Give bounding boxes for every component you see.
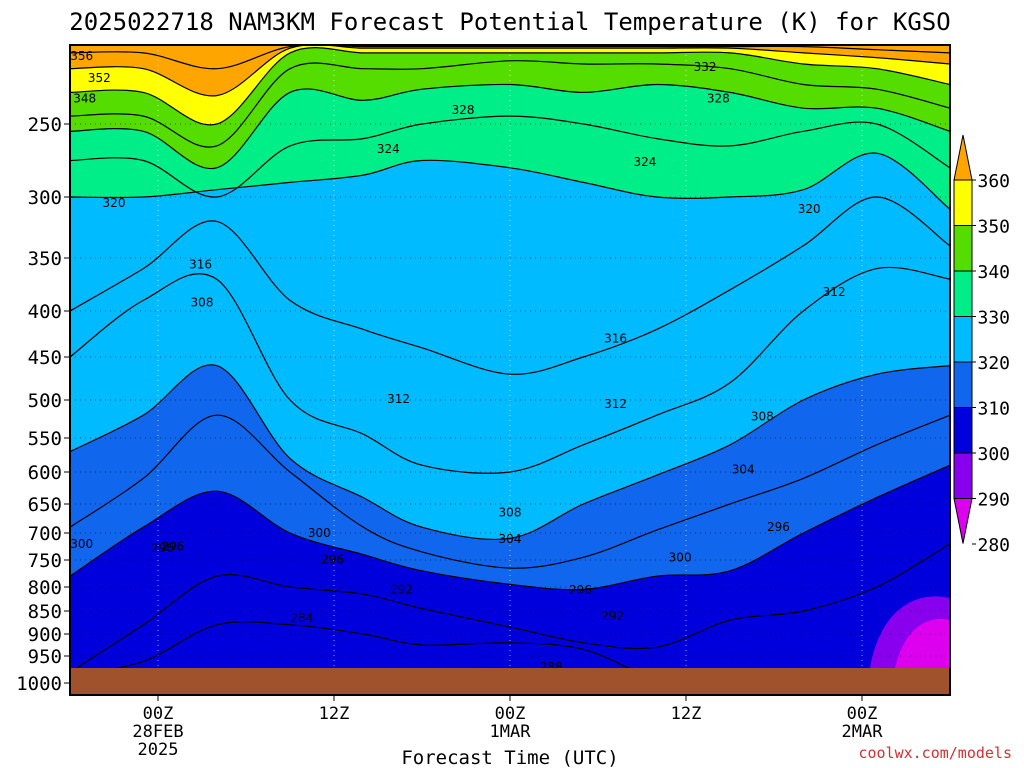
colorbar-label: 350 [977, 217, 1010, 238]
contour-308 [70, 364, 950, 540]
colorbar-label: 320 [977, 353, 1010, 374]
contour-label: 296 [767, 520, 790, 534]
contour-label: 316 [604, 332, 627, 346]
contour-332 [70, 60, 950, 148]
contour-label: 324 [633, 155, 656, 169]
colorbar-arrow-top [953, 134, 973, 181]
y-tick-label: 950 [28, 646, 62, 668]
contour-312 [70, 266, 950, 474]
colorbar-swatch [953, 270, 973, 317]
x-tick-label: 12Z [319, 704, 350, 724]
x-tick-label: 1MAR [490, 722, 532, 742]
contour-label: 312 [604, 397, 627, 411]
contour-label: 300 [669, 550, 692, 564]
contour-300 [70, 464, 950, 591]
y-tick-label: 300 [28, 187, 62, 209]
x-tick-label: 2025 [138, 740, 179, 760]
y-tick-label: 600 [28, 462, 62, 484]
y-tick-label: 800 [28, 577, 62, 599]
y-tick-label: 250 [28, 114, 62, 136]
chart-title: 2025022718 NAM3KM Forecast Potential Tem… [69, 8, 950, 36]
contour-label: 292 [601, 609, 624, 623]
contour-label: 324 [377, 142, 400, 156]
contour-356 [70, 45, 950, 70]
y-tick-label: 850 [28, 601, 62, 623]
y-axis: 2503003504004505005506006507007508008509… [16, 114, 70, 695]
colorbar-label: 280 [977, 535, 1010, 556]
contour-label: 348 [73, 92, 96, 106]
x-tick-label: 12Z [671, 704, 702, 724]
colorbar-swatch [953, 225, 973, 272]
colorbar-label: 290 [977, 490, 1010, 511]
contour-label: 304 [499, 532, 522, 546]
colorbar-arrow-bottom [953, 498, 973, 544]
y-tick-label: 500 [28, 390, 62, 412]
theta-fill-bands [70, 45, 950, 695]
plot-area: 356 352 348 332 328 328 324 324 320 320 316 316 312 3… [70, 45, 950, 695]
contour-324 [70, 115, 950, 198]
x-tick-label: 00Z [495, 704, 526, 724]
contour-label: 320 [798, 202, 821, 216]
contour-label: 296 [569, 583, 592, 597]
y-tick-label: 650 [28, 494, 62, 516]
colorbar-label: 340 [977, 262, 1010, 283]
x-tick-label: 00Z [143, 704, 174, 724]
colorbar-label: 360 [977, 171, 1010, 192]
colorbar-legend: 360 350 340 330 320 310 300 290 280 [953, 134, 1010, 556]
y-tick-label: 900 [28, 624, 62, 646]
y-tick-label: 550 [28, 428, 62, 450]
contour-296 [70, 543, 950, 673]
contour-label: 352 [88, 71, 111, 85]
colorbar-swatch [953, 179, 973, 226]
contour-label: 312 [823, 285, 846, 299]
contour-label: 292 [390, 582, 413, 596]
contour-label: 328 [452, 103, 475, 117]
contour-label: 332 [694, 60, 717, 74]
contour-label: 296 [151, 541, 174, 555]
contour-label: 300 [70, 537, 93, 551]
y-tick-label: 750 [28, 550, 62, 572]
contour-304 [70, 414, 950, 569]
contour-label: 304 [732, 462, 755, 476]
contour-348 [70, 45, 950, 97]
contour-316 [70, 196, 950, 375]
source-credit: coolwx.com/models [858, 744, 1012, 762]
colorbar-label: 300 [977, 444, 1010, 465]
contour-340 [70, 47, 950, 126]
colorbar-label: 310 [977, 399, 1010, 420]
contour-label: 316 [189, 257, 212, 271]
contour-label: 320 [103, 196, 126, 210]
contour-label: 356 [70, 49, 93, 63]
contour-320 [70, 152, 950, 210]
y-tick-label: 400 [28, 301, 62, 323]
x-tick-label: 00Z [847, 704, 878, 724]
colorbar-label: 330 [977, 308, 1010, 329]
ground-surface [70, 668, 950, 695]
y-tick-label: 700 [28, 523, 62, 545]
contour-label: 300 [308, 526, 331, 540]
y-tick-label: 450 [28, 347, 62, 369]
y-tick-label: 350 [28, 248, 62, 270]
contour-label: 296 [161, 540, 184, 554]
contour-label: 308 [499, 506, 522, 520]
contour-label: 308 [191, 296, 214, 310]
contour-328 [70, 83, 950, 170]
x-tick-label: 28FEB [132, 722, 183, 742]
colorbar-swatch [953, 361, 973, 408]
colorbar-swatch [953, 452, 973, 499]
y-tick-label: 1000 [16, 673, 62, 695]
colorbar-swatch [953, 316, 973, 363]
contour-label: 312 [387, 392, 410, 406]
contour-label: 308 [751, 410, 774, 424]
theta-band-surface-pocket-inner [895, 618, 950, 668]
contour-label: 328 [707, 92, 730, 106]
colorbar-swatch [953, 407, 973, 454]
contour-labels: 356 352 348 332 328 328 324 324 320 320 316 316 312 3… [70, 49, 845, 674]
x-axis-label: Forecast Time (UTC) [401, 747, 618, 768]
contour-label: 296 [321, 552, 344, 566]
contour-label: 284 [290, 611, 313, 625]
x-tick-label: 2MAR [842, 722, 884, 742]
